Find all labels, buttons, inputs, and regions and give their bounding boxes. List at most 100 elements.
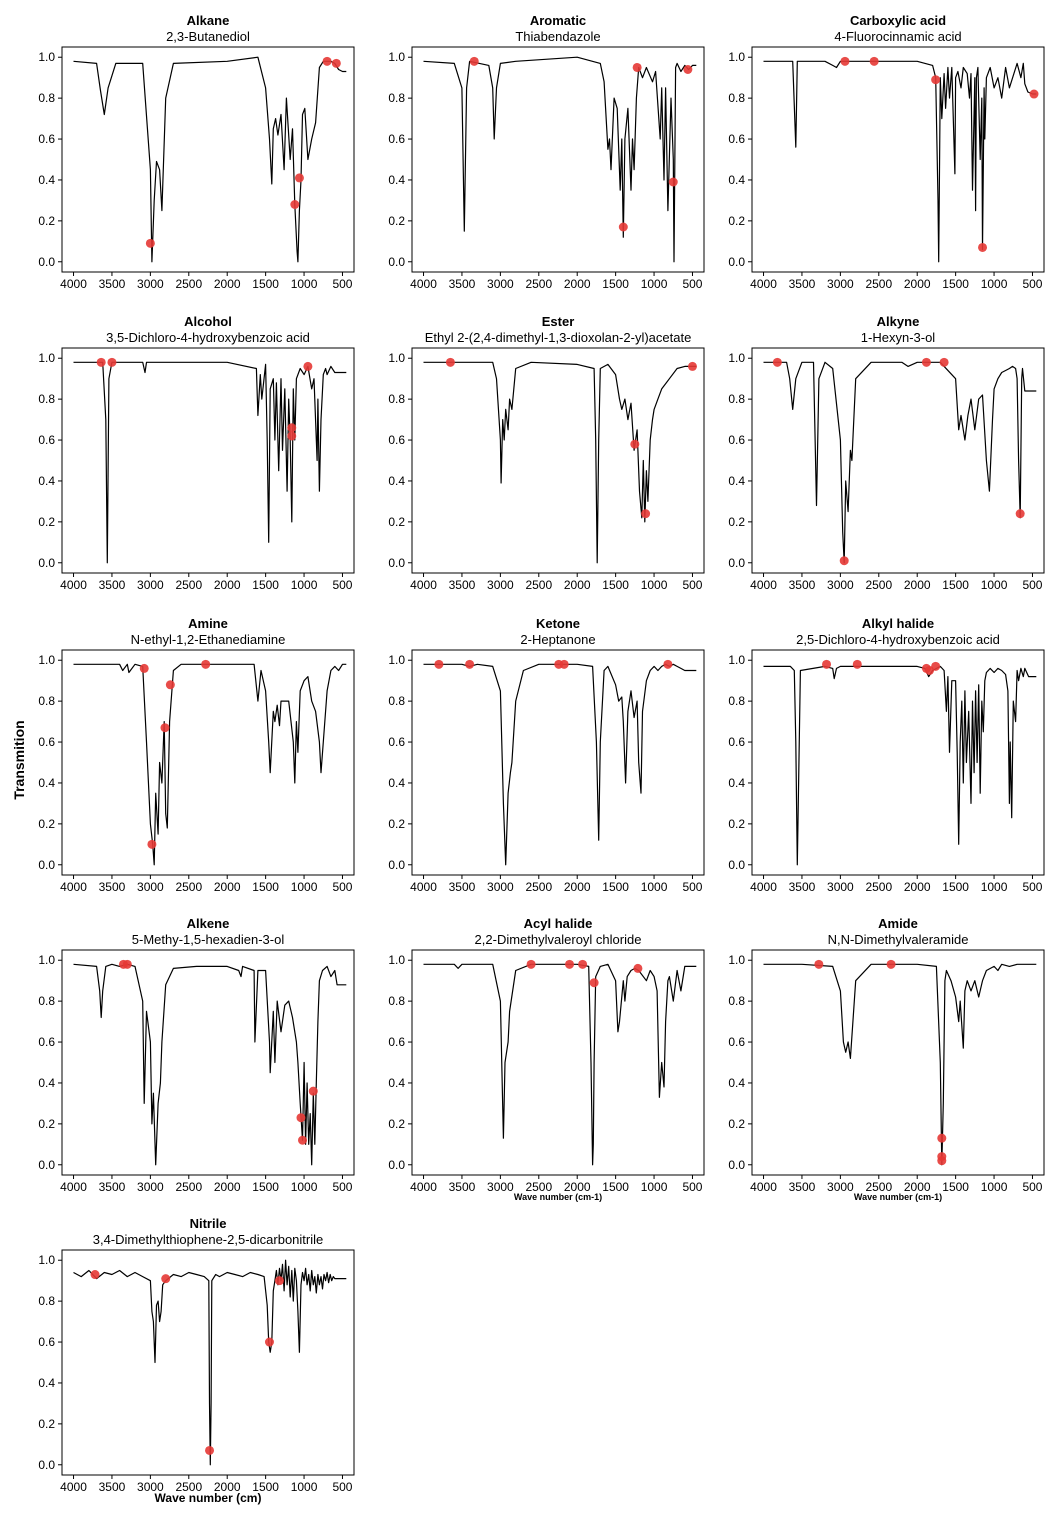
x-tick-label: 3000 xyxy=(137,1480,164,1494)
peak-marker xyxy=(526,959,536,969)
y-tick-label: 0.6 xyxy=(38,735,55,749)
plot-frame xyxy=(61,1249,355,1476)
y-tick-label: 1.0 xyxy=(388,351,405,365)
y-tick-label: 0.0 xyxy=(388,1158,405,1172)
panel-title: Acyl halide xyxy=(524,916,593,931)
peak-marker xyxy=(201,659,211,669)
panel-subtitle: 5-Methy-1,5-hexadien-3-ol xyxy=(132,932,285,947)
x-tick-label: 3000 xyxy=(487,880,514,894)
y-tick-label: 0.0 xyxy=(38,1158,55,1172)
y-tick-label: 0.4 xyxy=(388,173,405,187)
x-tick-label: 4000 xyxy=(750,578,777,592)
x-tick-label: 4000 xyxy=(60,578,87,592)
y-tick-label: 1.0 xyxy=(38,1253,55,1267)
y-tick-label: 1.0 xyxy=(728,653,745,667)
x-tick-label: 2500 xyxy=(175,277,202,291)
x-tick-label: 1500 xyxy=(942,578,969,592)
peak-marker xyxy=(298,1135,308,1145)
y-tick-label: 1.0 xyxy=(38,653,55,667)
x-tick-label: 4000 xyxy=(750,1180,777,1194)
x-tick-label: 3000 xyxy=(487,578,514,592)
y-tick-label: 0.4 xyxy=(38,1076,55,1090)
y-tick-label: 0.8 xyxy=(388,392,405,406)
peak-marker xyxy=(322,56,332,66)
x-tick-label: 1000 xyxy=(641,277,668,291)
peak-marker xyxy=(165,680,175,690)
panel-title: Alkyne xyxy=(877,314,920,329)
peak-marker xyxy=(308,1086,318,1096)
x-tick-label: 1500 xyxy=(252,578,279,592)
y-tick-label: 0.8 xyxy=(38,694,55,708)
x-tick-label: 2500 xyxy=(865,277,892,291)
x-tick-label: 2000 xyxy=(904,1180,931,1194)
x-tick-label: 3500 xyxy=(99,1180,126,1194)
x-tick-label: 2000 xyxy=(904,277,931,291)
x-tick-label: 500 xyxy=(1022,578,1042,592)
y-tick-label: 0.4 xyxy=(38,776,55,790)
x-tick-label: 500 xyxy=(332,1480,352,1494)
x-tick-label: 2500 xyxy=(865,578,892,592)
x-axis-label: Wave number (cm-1) xyxy=(514,1192,602,1202)
spectrum-line xyxy=(73,663,347,866)
y-tick-label: 1.0 xyxy=(38,50,55,64)
peak-marker xyxy=(822,659,832,669)
peak-marker xyxy=(434,659,444,669)
peak-marker xyxy=(139,663,149,673)
spectrum-line xyxy=(73,963,347,1166)
peak-marker xyxy=(633,963,643,973)
x-tick-label: 1500 xyxy=(252,1480,279,1494)
y-tick-label: 0.4 xyxy=(388,776,405,790)
x-tick-label: 3000 xyxy=(827,277,854,291)
peak-marker xyxy=(469,56,479,66)
plot-frame xyxy=(751,347,1045,574)
peak-marker xyxy=(331,58,341,68)
plot-frame xyxy=(411,649,705,876)
x-tick-label: 1000 xyxy=(981,1180,1008,1194)
peak-marker xyxy=(303,361,313,371)
x-axis-label: Wave number (cm-1) xyxy=(854,1192,942,1202)
y-tick-label: 0.6 xyxy=(388,1035,405,1049)
peak-marker xyxy=(578,959,588,969)
peak-marker xyxy=(1029,89,1039,99)
y-tick-label: 0.8 xyxy=(38,392,55,406)
y-tick-label: 0.2 xyxy=(388,1117,405,1131)
x-tick-label: 1000 xyxy=(981,578,1008,592)
x-tick-label: 2000 xyxy=(564,578,591,592)
y-tick-label: 0.6 xyxy=(38,433,55,447)
x-tick-label: 2000 xyxy=(564,1180,591,1194)
peak-marker xyxy=(668,177,678,187)
spectrum-line xyxy=(73,1259,347,1466)
y-tick-label: 0.2 xyxy=(728,515,745,529)
peak-marker xyxy=(641,509,651,519)
y-tick-label: 0.2 xyxy=(38,214,55,228)
x-tick-label: 4000 xyxy=(60,277,87,291)
x-tick-label: 1500 xyxy=(602,578,629,592)
y-tick-label: 0.6 xyxy=(388,735,405,749)
peak-marker xyxy=(296,1113,306,1123)
peak-marker xyxy=(978,242,988,252)
plot-frame xyxy=(411,949,705,1176)
y-tick-label: 0.6 xyxy=(728,132,745,146)
y-tick-label: 1.0 xyxy=(728,351,745,365)
x-tick-label: 4000 xyxy=(410,880,437,894)
y-tick-label: 0.0 xyxy=(38,858,55,872)
x-tick-label: 500 xyxy=(1022,1180,1042,1194)
panel-title: Ketone xyxy=(536,616,580,631)
x-tick-label: 3500 xyxy=(789,277,816,291)
x-tick-label: 500 xyxy=(1022,277,1042,291)
x-tick-label: 1500 xyxy=(602,277,629,291)
peak-marker xyxy=(445,357,455,367)
x-tick-label: 3000 xyxy=(487,1180,514,1194)
peak-marker xyxy=(147,839,157,849)
x-tick-label: 4000 xyxy=(60,880,87,894)
peak-marker xyxy=(90,1270,100,1280)
y-tick-label: 0.8 xyxy=(388,694,405,708)
x-tick-label: 1000 xyxy=(641,578,668,592)
peak-marker xyxy=(937,1156,947,1166)
plot-frame xyxy=(61,46,355,273)
y-tick-label: 0.2 xyxy=(728,1117,745,1131)
